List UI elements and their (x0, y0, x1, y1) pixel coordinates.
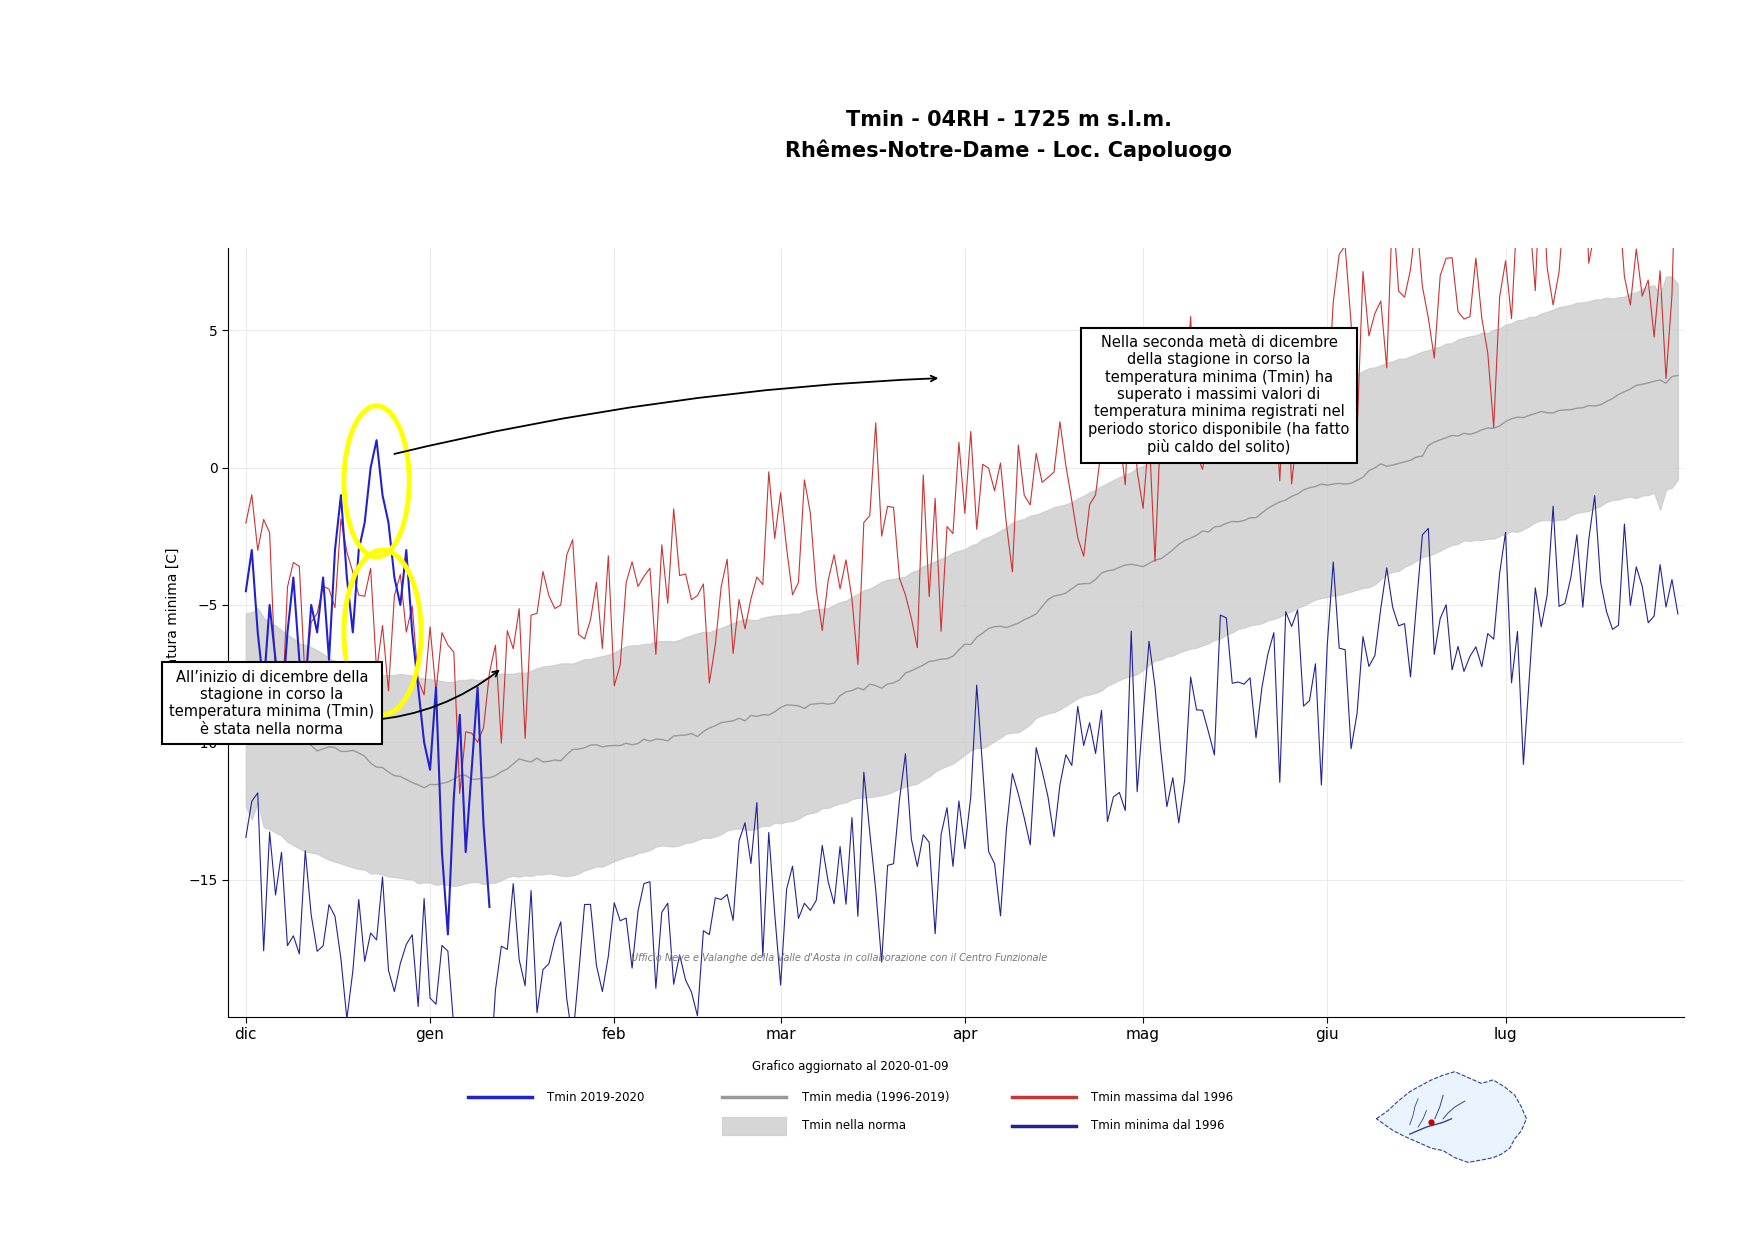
Y-axis label: temperatura minima [C]: temperatura minima [C] (167, 548, 181, 717)
Text: Rhêmes-Notre-Dame - Loc. Capoluogo: Rhêmes-Notre-Dame - Loc. Capoluogo (786, 140, 1231, 161)
Text: Tmin media (1996-2019): Tmin media (1996-2019) (802, 1091, 949, 1104)
Polygon shape (1377, 1071, 1526, 1162)
Text: Tmin minima dal 1996: Tmin minima dal 1996 (1091, 1120, 1224, 1132)
Text: Ufficio Neve e Valanghe della Valle d'Aosta in collaborazione con il Centro Funz: Ufficio Neve e Valanghe della Valle d'Ao… (631, 954, 1047, 963)
Text: Tmin massima dal 1996: Tmin massima dal 1996 (1091, 1091, 1233, 1104)
Text: All’inizio di dicembre della
stagione in corso la
temperatura minima (Tmin)
è st: All’inizio di dicembre della stagione in… (170, 670, 374, 737)
Text: Tmin - 04RH - 1725 m s.l.m.: Tmin - 04RH - 1725 m s.l.m. (845, 110, 1172, 130)
Text: Grafico aggiornato al 2020-01-09: Grafico aggiornato al 2020-01-09 (752, 1060, 949, 1073)
Text: Tmin 2019-2020: Tmin 2019-2020 (547, 1091, 645, 1104)
Text: Tmin nella norma: Tmin nella norma (802, 1120, 905, 1132)
Text: Nella seconda metà di dicembre
della stagione in corso la
temperatura minima (Tm: Nella seconda metà di dicembre della sta… (1087, 335, 1351, 455)
